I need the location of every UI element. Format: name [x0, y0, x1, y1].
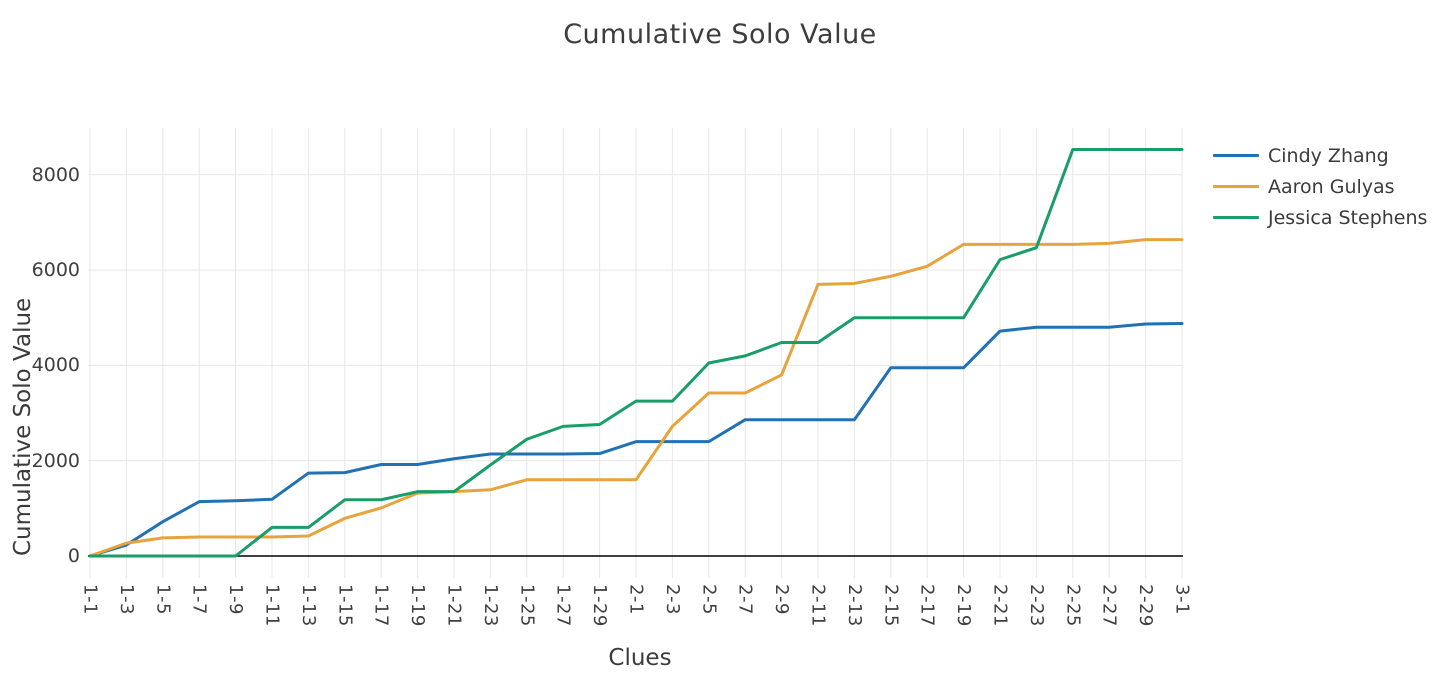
series-line-aaron-gulyas: [88, 238, 1184, 558]
x-tick-label: 2-17: [916, 584, 938, 627]
x-tick-label: 2-21: [989, 584, 1011, 627]
x-tick-label: 3-1: [1171, 584, 1193, 615]
y-tick-label: 8000: [31, 163, 80, 186]
x-tick-label: 1-3: [115, 584, 137, 615]
legend-line-swatch: [1213, 185, 1259, 188]
x-tick-label: 2-1: [625, 584, 647, 615]
series-line-cindy-zhang: [88, 321, 1184, 558]
x-tick-label: 1-17: [370, 584, 392, 627]
legend-item-cindy-zhang[interactable]: Cindy Zhang: [1213, 140, 1427, 171]
legend: Cindy Zhang Aaron Gulyas Jessica Stephens: [1213, 140, 1427, 233]
x-tick-label: 2-29: [1135, 584, 1157, 627]
legend-label: Jessica Stephens: [1268, 206, 1428, 229]
x-tick-label: 1-1: [79, 584, 101, 615]
x-tick-label: 1-7: [188, 584, 210, 615]
y-tick-label: 4000: [31, 354, 80, 377]
x-tick-label: 1-19: [407, 584, 429, 627]
x-tick-label: 2-27: [1098, 584, 1120, 627]
y-tick-label: 2000: [31, 449, 80, 472]
x-tick-label: 2-7: [734, 584, 756, 615]
x-tick-label: 1-29: [589, 584, 611, 627]
legend-line-swatch: [1213, 154, 1259, 157]
x-tick-label: 2-25: [1062, 584, 1084, 627]
legend-label: Cindy Zhang: [1268, 144, 1389, 167]
x-tick-label: 1-5: [152, 584, 174, 615]
x-tick-label: 1-15: [334, 584, 356, 627]
legend-label: Aaron Gulyas: [1268, 175, 1395, 198]
x-tick-label: 1-25: [516, 584, 538, 627]
legend-item-jessica-stephens[interactable]: Jessica Stephens: [1213, 202, 1427, 233]
x-tick-label: 1-27: [552, 584, 574, 627]
x-tick-label: 1-9: [225, 584, 247, 615]
y-tick-label: 0: [67, 545, 80, 567]
x-tick-label: 2-11: [807, 584, 829, 627]
x-tick-label: 1-13: [297, 584, 319, 627]
x-tick-label: 2-3: [661, 584, 683, 615]
chart-title: Cumulative Solo Value: [563, 19, 877, 50]
x-tick-label: 2-23: [1025, 584, 1047, 627]
x-tick-label: 2-15: [880, 584, 902, 627]
x-tick-label: 1-21: [443, 584, 465, 627]
series-line-jessica-stephens: [88, 148, 1184, 558]
x-tick-label: 2-19: [953, 584, 975, 627]
x-tick-label: 2-13: [843, 584, 865, 627]
legend-line-swatch: [1213, 216, 1259, 219]
x-tick-label: 1-11: [261, 584, 283, 627]
x-tick-label: 1-23: [479, 584, 501, 627]
y-tick-label: 6000: [31, 259, 80, 282]
x-axis-title: Clues: [608, 645, 672, 671]
x-tick-label: 2-5: [698, 584, 720, 615]
x-tick-label: 2-9: [771, 584, 793, 615]
legend-item-aaron-gulyas[interactable]: Aaron Gulyas: [1213, 171, 1427, 202]
